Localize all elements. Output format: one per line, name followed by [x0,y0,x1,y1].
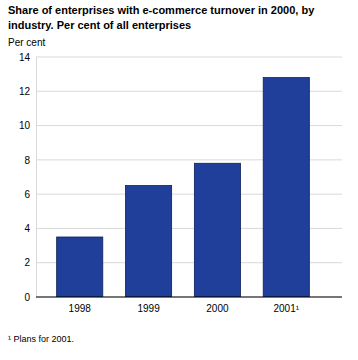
x-tick: 1998 [69,297,92,314]
y-tick: 12 [19,86,36,97]
y-tick: 8 [24,155,36,166]
bar [194,163,240,297]
y-tick-label: 6 [24,189,30,200]
footnote: ¹ Plans for 2001. [8,334,74,344]
x-tick-label: 2000 [206,303,229,314]
y-tick-label: 4 [24,223,30,234]
y-axis-line [36,58,37,298]
y-axis-title: Per cent [8,37,45,48]
bar [57,237,103,297]
y-axis: 0 2 4 6 8 10 12 14 [19,52,37,303]
y-tick: 10 [19,120,36,131]
x-tick-label: 1998 [69,303,92,314]
y-tick: 2 [24,257,36,268]
y-tick: 0 [24,292,36,303]
x-tick: 1999 [137,297,160,314]
y-tick: 4 [24,223,36,234]
x-axis: 1998 1999 2000 2001¹ [36,297,342,314]
bars [57,78,310,297]
grid [36,57,342,297]
x-tick: 2001¹ [273,297,299,314]
grid-line [36,57,342,58]
y-tick: 14 [19,52,36,63]
x-tick: 2000 [206,297,229,314]
y-tick-label: 0 [24,292,30,303]
grid-line [36,297,342,298]
y-tick: 6 [24,189,36,200]
y-tick-label: 8 [24,155,30,166]
chart-title: Share of enterprises with e-commerce tur… [8,4,315,31]
bar [126,186,172,297]
x-tick-label: 2001¹ [273,303,299,314]
y-tick-label: 2 [24,257,30,268]
y-tick-label: 12 [19,86,31,97]
x-tick-label: 1999 [137,303,160,314]
y-tick-label: 14 [19,52,31,63]
bar [263,78,309,297]
x-axis-line [36,297,342,298]
y-tick-label: 10 [19,120,31,131]
